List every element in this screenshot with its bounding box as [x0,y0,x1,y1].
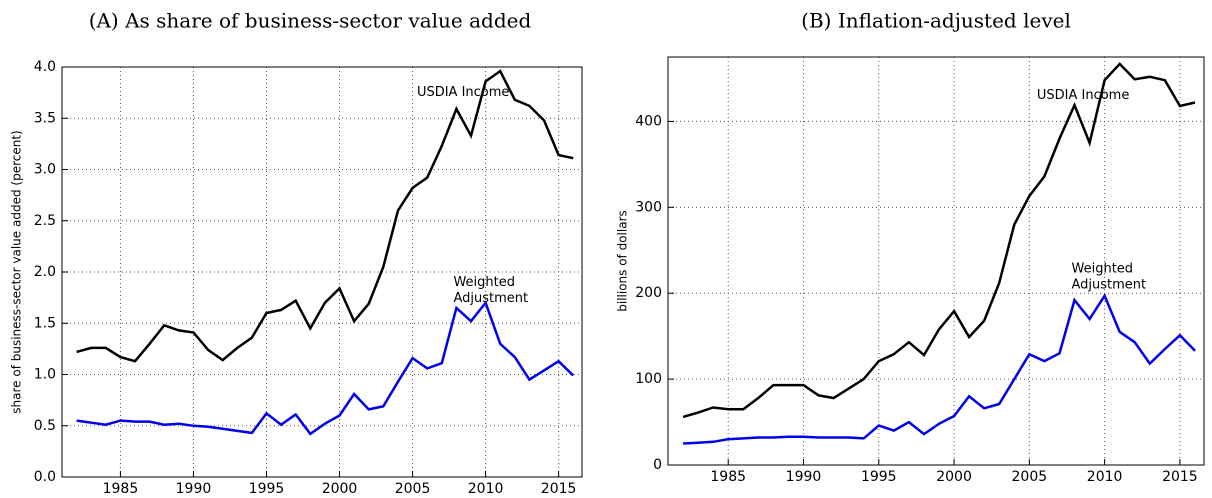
series-line [683,293,1196,445]
x-tick-label: 1985 [710,469,746,485]
series-line [76,300,575,436]
y-tick-label: 3.5 [34,110,56,126]
y-tick-label: 0.5 [34,418,56,434]
x-tick-label: 2015 [1162,469,1198,485]
x-tick-label: 2005 [395,481,431,497]
series-line [76,69,574,363]
series-annotation: Weighted [453,275,515,290]
y-tick-label: 1.5 [34,315,56,331]
x-tick-label: 2010 [468,481,504,497]
series-annotation: USDIA Income [417,85,509,100]
series-line [682,62,1196,419]
x-tick-label: 2015 [541,481,577,497]
plot-frame [667,56,1205,466]
x-tick-label: 1990 [176,481,212,497]
x-tick-label: 2000 [936,469,972,485]
y-tick-label: 4.0 [34,59,56,75]
series-annotation: Adjustment [453,291,528,306]
y-axis-label: billions of dollars [616,210,630,312]
y-axis-label: share of business-sector value added (pe… [10,130,24,413]
y-tick-label: 2.0 [34,264,56,280]
x-tick-label: 1990 [786,469,822,485]
plot-frame [61,66,583,478]
x-tick-label: 2010 [1087,469,1123,485]
y-tick-label: 400 [635,113,662,129]
x-tick-label: 2005 [1012,469,1048,485]
y-tick-label: 1.0 [34,367,56,383]
series-annotation: Weighted [1072,262,1134,277]
y-tick-label: 200 [635,285,662,301]
x-tick-label: 1995 [861,469,897,485]
y-tick-label: 0.0 [34,469,56,485]
y-tick-label: 0 [653,457,662,473]
y-tick-label: 2.5 [34,213,56,229]
series-annotation: USDIA Income [1037,88,1129,103]
y-tick-label: 100 [635,371,662,387]
chart-title: (A) As share of business-sector value ad… [89,9,532,33]
x-tick-label: 1985 [103,481,139,497]
y-tick-label: 3.0 [34,162,56,178]
y-tick-label: 300 [635,199,662,215]
x-tick-label: 1995 [249,481,285,497]
chart-title: (B) Inflation-adjusted level [801,9,1071,33]
x-tick-label: 2000 [322,481,358,497]
series-annotation: Adjustment [1072,278,1147,293]
